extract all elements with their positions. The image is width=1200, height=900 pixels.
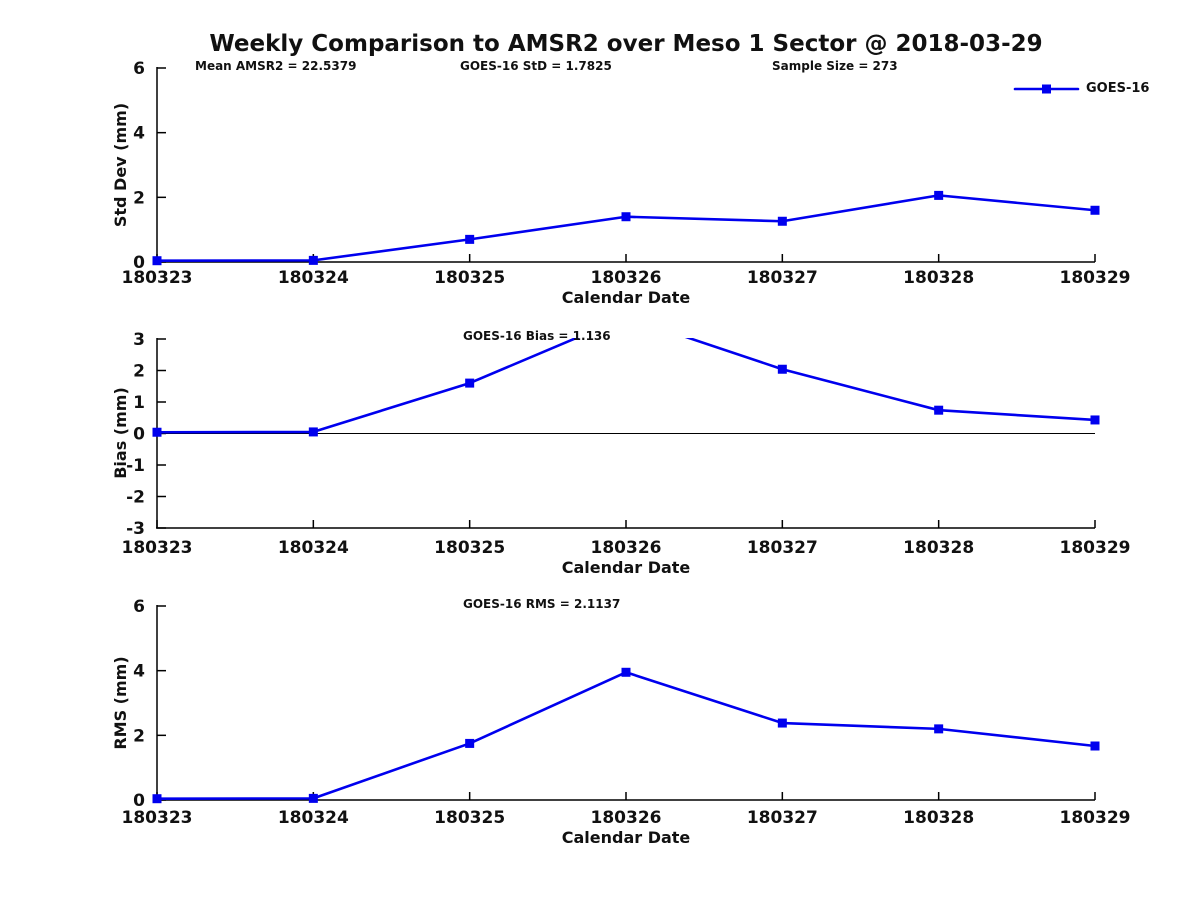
data-marker bbox=[1090, 205, 1100, 215]
data-line-std-dev bbox=[155, 194, 1097, 263]
data-marker bbox=[152, 427, 162, 437]
x-tick-label: 180328 bbox=[903, 538, 974, 558]
y-tick-label: 0 bbox=[133, 253, 145, 273]
x-tick-label: 180325 bbox=[434, 808, 505, 828]
data-marker bbox=[622, 312, 631, 321]
legend-marker-sample bbox=[1042, 84, 1051, 94]
marker-group-rms bbox=[152, 667, 1100, 804]
data-marker bbox=[1090, 741, 1100, 751]
y-tick-label: -1 bbox=[126, 456, 145, 476]
legend-series-label: GOES-16 bbox=[1086, 81, 1150, 96]
y-tick-label: 2 bbox=[133, 188, 145, 208]
x-tick-label: 180329 bbox=[1060, 538, 1131, 558]
y-tick-label: 0 bbox=[133, 791, 145, 811]
x-tick-label: 180324 bbox=[278, 808, 349, 828]
y-tick-label: 2 bbox=[133, 726, 145, 746]
y-tick-label: -2 bbox=[126, 488, 145, 508]
x-tick-label: 180326 bbox=[591, 808, 662, 828]
data-marker bbox=[777, 364, 787, 374]
data-marker bbox=[777, 216, 787, 226]
annotation-sample-size: Sample Size = 273 bbox=[772, 59, 898, 73]
y-tick-label: -3 bbox=[126, 519, 145, 539]
data-marker bbox=[621, 667, 631, 677]
x-tick-label: 180323 bbox=[122, 268, 193, 288]
data-marker bbox=[308, 255, 318, 265]
y-tick-label: 6 bbox=[133, 59, 145, 79]
y-tick-label: 2 bbox=[133, 362, 145, 382]
data-marker bbox=[308, 793, 318, 803]
y-tick-label: 6 bbox=[133, 597, 145, 617]
y-tick-label: 3 bbox=[133, 330, 145, 350]
x-tick-label: 180328 bbox=[903, 808, 974, 828]
data-marker bbox=[152, 256, 162, 266]
annotation-mean-amsr2: Mean AMSR2 = 22.5379 bbox=[195, 59, 357, 73]
y-tick-label: 0 bbox=[133, 425, 145, 445]
y-tick-label: 4 bbox=[133, 662, 145, 682]
y-tick-label: 4 bbox=[133, 124, 145, 144]
x-tick-label: 180326 bbox=[591, 538, 662, 558]
x-axis-label-std-dev: Calendar Date bbox=[561, 288, 691, 307]
y-axis-label-rms: RMS (mm) bbox=[111, 656, 130, 750]
data-marker bbox=[465, 234, 475, 244]
x-tick-label: 180324 bbox=[278, 268, 349, 288]
data-marker bbox=[1090, 415, 1100, 425]
x-tick-label: 180325 bbox=[434, 268, 505, 288]
x-axis-label-bias: Calendar Date bbox=[561, 558, 691, 577]
data-marker bbox=[465, 378, 475, 388]
data-line-rms bbox=[155, 670, 1097, 801]
x-tick-label: 180326 bbox=[591, 268, 662, 288]
data-marker bbox=[934, 405, 944, 415]
x-tick-label: 180325 bbox=[434, 538, 505, 558]
data-marker bbox=[777, 718, 787, 728]
data-marker bbox=[465, 738, 475, 748]
x-tick-label: 180323 bbox=[122, 538, 193, 558]
x-axis-label-rms: Calendar Date bbox=[561, 828, 691, 847]
annotation-goes16-rms: GOES-16 RMS = 2.1137 bbox=[463, 597, 621, 611]
y-tick-label: 1 bbox=[133, 393, 145, 413]
x-tick-label: 180327 bbox=[747, 808, 818, 828]
marker-group-std-dev bbox=[152, 190, 1100, 266]
data-line-bias bbox=[155, 338, 1097, 434]
y-axis-label-bias: Bias (mm) bbox=[111, 387, 130, 479]
marker-group-bias bbox=[152, 312, 1100, 437]
data-marker bbox=[934, 190, 944, 200]
x-tick-label: 180327 bbox=[747, 538, 818, 558]
x-tick-label: 180329 bbox=[1060, 268, 1131, 288]
x-tick-label: 180329 bbox=[1060, 808, 1131, 828]
x-tick-label: 180324 bbox=[278, 538, 349, 558]
data-marker bbox=[152, 794, 162, 804]
x-tick-label: 180328 bbox=[903, 268, 974, 288]
x-tick-label: 180323 bbox=[122, 808, 193, 828]
annotation-goes16-std: GOES-16 StD = 1.7825 bbox=[460, 59, 612, 73]
x-tick-label: 180327 bbox=[747, 268, 818, 288]
data-marker bbox=[308, 427, 318, 437]
y-axis-label-std-dev: Std Dev (mm) bbox=[111, 102, 130, 228]
annotation-goes16-bias: GOES-16 Bias = 1.136 bbox=[463, 329, 611, 343]
chart-title: Weekly Comparison to AMSR2 over Meso 1 S… bbox=[209, 31, 1043, 57]
data-marker bbox=[621, 212, 631, 222]
data-marker bbox=[934, 724, 944, 734]
